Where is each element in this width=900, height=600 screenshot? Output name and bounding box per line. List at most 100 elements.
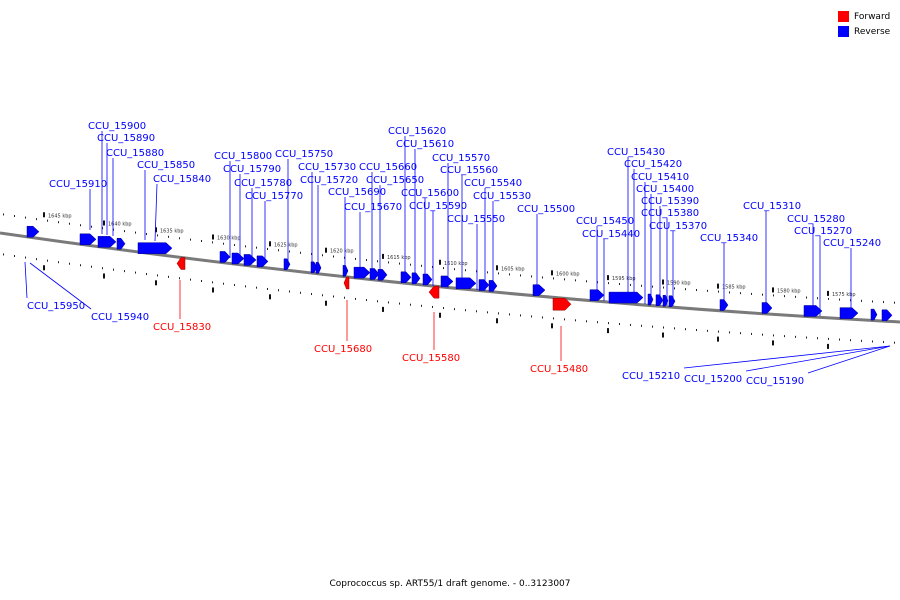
reverse-gene-arrow[interactable]	[440, 275, 454, 288]
reverse-gene-arrow[interactable]	[455, 277, 477, 290]
reverse-gene-arrow[interactable]	[608, 291, 644, 304]
reverse-gene-label[interactable]: CCU_15310	[743, 201, 801, 212]
reverse-gene-label[interactable]: CCU_15270	[794, 226, 852, 237]
forward-gene-arrow[interactable]	[428, 285, 440, 299]
reverse-gene-label[interactable]: CCU_15590	[409, 201, 467, 212]
scale-label: 1610 kbp	[444, 261, 468, 267]
reverse-gene-label[interactable]: CCU_15380	[641, 208, 699, 219]
reverse-gene-label[interactable]: CCU_15550	[447, 214, 505, 225]
reverse-gene-arrow[interactable]	[839, 307, 859, 319]
reverse-gene-label[interactable]: CCU_15910	[49, 179, 107, 190]
forward-gene-arrow[interactable]	[176, 257, 186, 270]
forward-gene-label[interactable]: CCU_15680	[314, 344, 372, 355]
reverse-gene-arrow[interactable]	[219, 251, 231, 263]
scale-label: 1645 kbp	[48, 213, 72, 219]
reverse-gene-label[interactable]: CCU_15390	[641, 196, 699, 207]
reverse-gene-label[interactable]: CCU_15420	[624, 159, 682, 170]
reverse-gene-arrow[interactable]	[310, 261, 318, 274]
reverse-gene-arrow[interactable]	[243, 254, 257, 266]
reverse-gene-label[interactable]: CCU_15280	[787, 214, 845, 225]
reverse-gene-label[interactable]: CCU_15610	[396, 139, 454, 150]
reverse-gene-arrow[interactable]	[881, 309, 893, 322]
reverse-gene-label[interactable]: CCU_15750	[275, 149, 333, 160]
reverse-gene-label[interactable]: CCU_15620	[388, 126, 446, 137]
reverse-gene-label[interactable]: CCU_15560	[440, 165, 498, 176]
reverse-gene-label[interactable]: CCU_15340	[700, 233, 758, 244]
reverse-gene-label[interactable]: CCU_15450	[576, 216, 634, 227]
reverse-gene-arrow[interactable]	[283, 258, 291, 271]
reverse-gene-label[interactable]: CCU_15440	[582, 229, 640, 240]
reverse-gene-arrow[interactable]	[870, 308, 878, 321]
reverse-gene-arrow[interactable]	[532, 284, 546, 296]
reverse-gene-label[interactable]: CCU_15800	[214, 151, 272, 162]
reverse-leader-line	[154, 183, 158, 242]
reverse-leader-line	[683, 345, 891, 369]
scale-label: 1585 kbp	[722, 285, 746, 291]
reverse-gene-arrow[interactable]	[647, 293, 654, 306]
reverse-gene-label[interactable]: CCU_15850	[137, 160, 195, 171]
reverse-gene-arrow[interactable]	[761, 302, 773, 314]
reverse-gene-label[interactable]: CCU_15950	[27, 301, 85, 312]
reverse-gene-arrow[interactable]	[256, 255, 269, 268]
reverse-gene-arrow[interactable]	[377, 269, 388, 281]
reverse-gene-label[interactable]: CCU_15370	[649, 221, 707, 232]
reverse-gene-arrow[interactable]	[478, 279, 490, 291]
reverse-gene-label[interactable]: CCU_15400	[636, 184, 694, 195]
scale-label: 1595 kbp	[612, 276, 636, 282]
reverse-gene-label[interactable]: CCU_15880	[106, 148, 164, 159]
reverse-gene-label[interactable]: CCU_15600	[401, 188, 459, 199]
reverse-gene-arrow[interactable]	[369, 268, 380, 280]
reverse-gene-label[interactable]: CCU_15430	[607, 147, 665, 158]
reverse-gene-arrow[interactable]	[315, 262, 322, 274]
reverse-leader-line	[745, 345, 891, 372]
reverse-gene-label[interactable]: CCU_15650	[366, 175, 424, 186]
legend-forward-label: Forward	[854, 11, 891, 22]
map-caption: Coprococcus sp. ART55/1 draft genome. - …	[329, 579, 571, 589]
reverse-gene-label[interactable]: CCU_15190	[746, 376, 804, 387]
reverse-gene-arrow[interactable]	[342, 265, 349, 277]
reverse-gene-label[interactable]: CCU_15940	[91, 312, 149, 323]
reverse-gene-label[interactable]: CCU_15890	[97, 133, 155, 144]
scale-label: 1575 kbp	[832, 292, 856, 298]
reverse-gene-label[interactable]: CCU_15900	[88, 121, 146, 132]
reverse-gene-arrow[interactable]	[668, 295, 676, 307]
reverse-leader-line	[29, 262, 92, 310]
forward-gene-label[interactable]: CCU_15480	[530, 364, 588, 375]
reverse-gene-arrow[interactable]	[231, 252, 245, 265]
reverse-gene-arrow[interactable]	[353, 266, 371, 279]
reverse-gene-label[interactable]: CCU_15670	[344, 202, 402, 213]
reverse-gene-arrow[interactable]	[400, 271, 412, 284]
reverse-gene-arrow[interactable]	[422, 273, 433, 286]
forward-gene-arrow[interactable]	[552, 297, 572, 311]
scale-label: 1580 kbp	[777, 288, 801, 294]
forward-gene-label[interactable]: CCU_15580	[402, 353, 460, 364]
reverse-gene-arrow[interactable]	[137, 242, 173, 254]
scale-label: 1630 kbp	[217, 235, 241, 241]
reverse-gene-arrow[interactable]	[411, 272, 421, 285]
reverse-gene-label[interactable]: CCU_15240	[823, 238, 881, 249]
reverse-gene-arrow[interactable]	[655, 294, 664, 306]
reverse-gene-arrow[interactable]	[97, 236, 117, 248]
reverse-gene-arrow[interactable]	[116, 237, 126, 250]
legend: Forward Reverse	[838, 9, 890, 39]
reverse-gene-label[interactable]: CCU_15660	[359, 162, 417, 173]
reverse-gene-label[interactable]: CCU_15690	[328, 187, 386, 198]
forward-gene-label[interactable]: CCU_15830	[153, 322, 211, 333]
reverse-gene-label[interactable]: CCU_15790	[223, 164, 281, 175]
reverse-gene-label[interactable]: CCU_15720	[300, 175, 358, 186]
reverse-gene-label[interactable]: CCU_15730	[298, 162, 356, 173]
reverse-gene-label[interactable]: CCU_15530	[473, 191, 531, 202]
reverse-gene-arrow[interactable]	[26, 225, 40, 238]
reverse-gene-label[interactable]: CCU_15200	[684, 374, 742, 385]
reverse-gene-label[interactable]: CCU_15840	[153, 174, 211, 185]
reverse-gene-label[interactable]: CCU_15770	[245, 191, 303, 202]
reverse-gene-label[interactable]: CCU_15410	[631, 172, 689, 183]
reverse-gene-label[interactable]: CCU_15500	[517, 204, 575, 215]
reverse-gene-arrow[interactable]	[79, 233, 97, 246]
forward-gene-arrow[interactable]	[343, 276, 350, 290]
reverse-gene-label[interactable]: CCU_15540	[464, 178, 522, 189]
reverse-gene-label[interactable]: CCU_15570	[432, 153, 490, 164]
reverse-gene-label[interactable]: CCU_15210	[622, 371, 680, 382]
reverse-gene-label[interactable]: CCU_15780	[234, 178, 292, 189]
scale-label: 1605 kbp	[501, 266, 525, 272]
